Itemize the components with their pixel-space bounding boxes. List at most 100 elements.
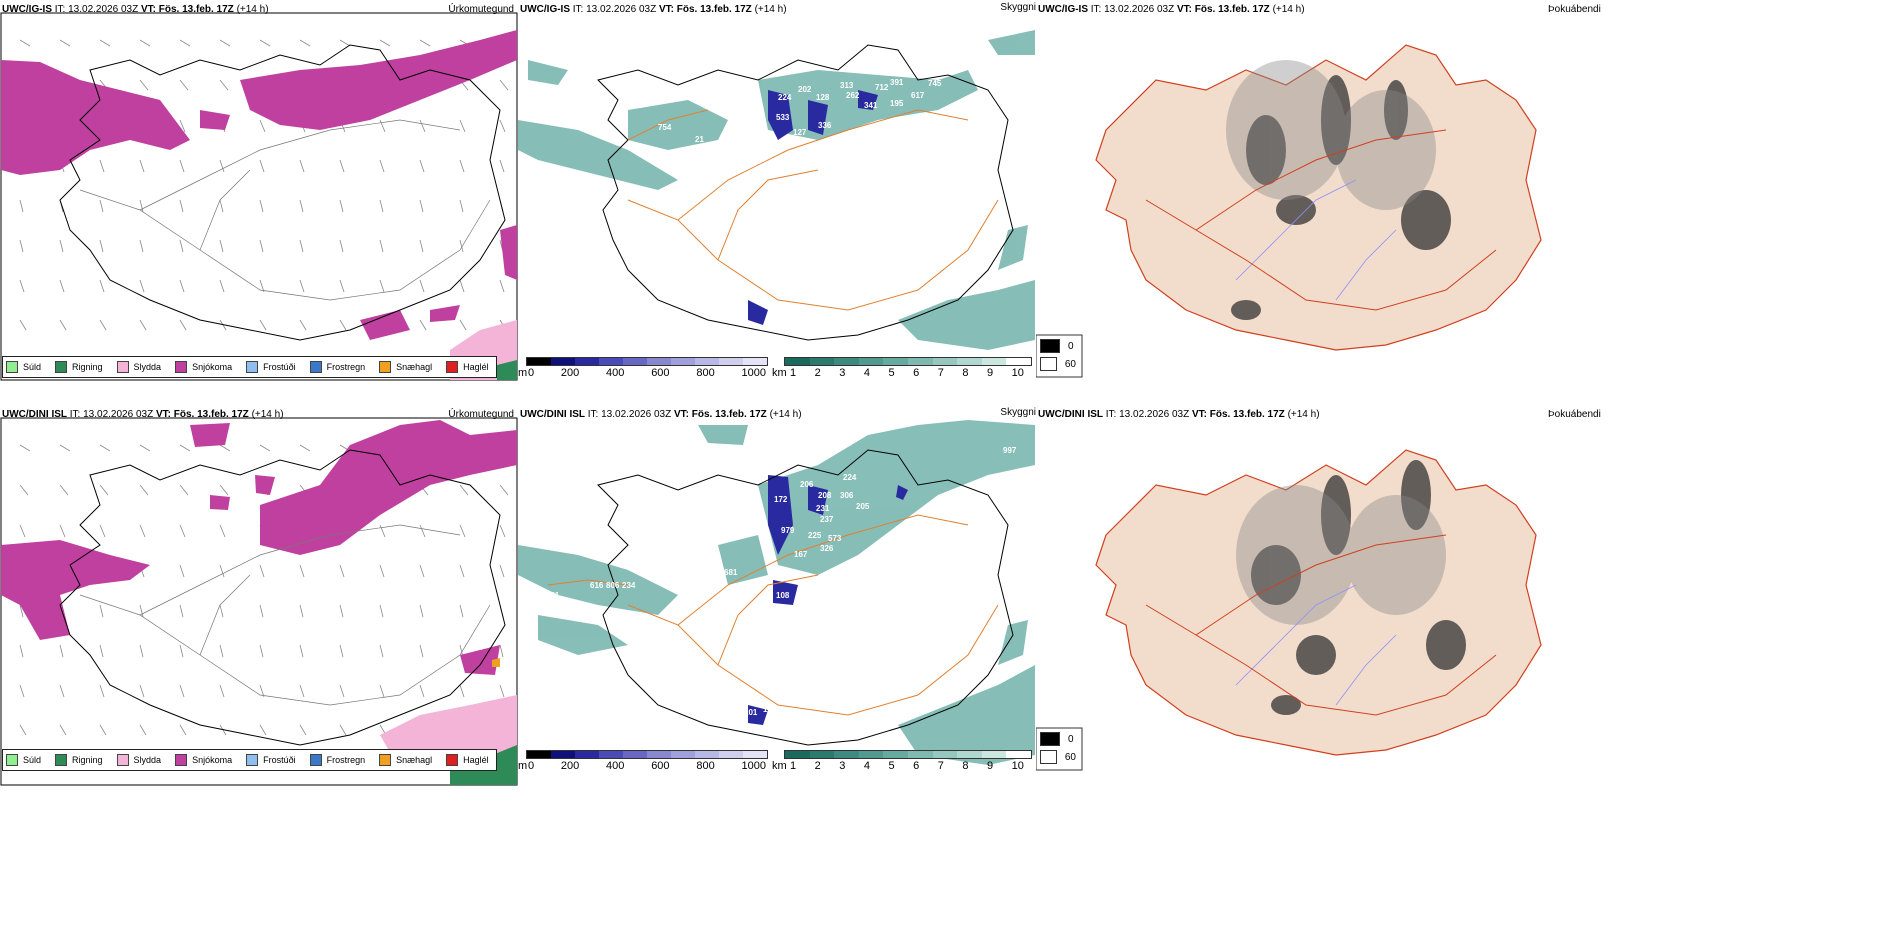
visibility-ticks: 1 2 3 4 5 6 7 8 9 10 <box>790 760 1024 772</box>
iceland-land <box>1095 44 1542 351</box>
vis-label: 234 <box>622 581 636 590</box>
vis-label: 533 <box>776 113 790 122</box>
visibility-labels: 997 224 206 208 306 205 172 231 237 979 … <box>546 446 1017 717</box>
vis-label: 617 <box>911 91 925 100</box>
fog-swatch-white <box>1040 357 1057 371</box>
vis-label: 102 <box>763 705 777 714</box>
legend-item: Slydda <box>116 361 161 373</box>
fog-legend-row: 0 <box>1036 730 1080 748</box>
panel-header: UWC/DINI ISL IT: 13.02.2026 03Z VT: Fös.… <box>1038 409 1320 420</box>
ceiling-colorbar: m 0 200 400 600 800 1000 <box>518 750 778 778</box>
vis-label: 101 <box>744 708 758 717</box>
low-visibility-area <box>518 420 1035 765</box>
legend-item: Súld <box>6 361 41 373</box>
fog-swatch-black <box>1040 339 1060 353</box>
vis-label: 224 <box>778 93 792 102</box>
legend-swatch <box>379 754 392 766</box>
ceiling-gradient <box>526 750 768 759</box>
roads <box>1145 534 1497 716</box>
legend-swatch <box>116 361 129 373</box>
iceland-land <box>1095 449 1542 756</box>
fog-map <box>1036 449 1542 771</box>
vis-label: 195 <box>890 99 904 108</box>
legend-item: Rigning <box>55 361 103 373</box>
visibility-gradient <box>784 750 1032 759</box>
legend-swatch <box>55 361 68 373</box>
iceland-coast <box>59 44 506 341</box>
visibility-gradient <box>784 357 1032 366</box>
vis-label: 681 <box>724 568 738 577</box>
panel-header: UWC/DINI ISL IT: 13.02.2026 03Z VT: Fös.… <box>2 409 284 420</box>
vis-label: 127 <box>793 128 807 137</box>
product-label: Skyggni <box>1000 407 1036 418</box>
snow-area <box>1 30 517 340</box>
product-label: Úrkomutegund <box>448 4 514 15</box>
legend-item: Rigning <box>55 754 103 766</box>
fog-index-area <box>1231 75 1451 320</box>
vis-label: 208 <box>818 491 832 500</box>
panel-fog-ig: UWC/IG-IS IT: 13.02.2026 03Z VT: Fös. 13… <box>1036 0 1900 390</box>
legend-item: Snjókoma <box>175 361 232 373</box>
panel-precip-type-ig: UWC/IG-IS IT: 13.02.2026 03Z VT: Fös. 13… <box>0 0 518 390</box>
vis-label: 225 <box>808 531 822 540</box>
vis-label: 573 <box>828 534 842 543</box>
product-label: Skyggni <box>1000 2 1036 13</box>
vis-label: 745 <box>928 79 942 88</box>
panel-visibility-dini: UWC/DINI ISL IT: 13.02.2026 03Z VT: Fös.… <box>518 405 1036 795</box>
visibility-map: 754 360 21 333 224 202 128 313 712 391 7… <box>518 30 1035 350</box>
iceland-coast <box>597 44 1014 341</box>
snow-area <box>1 420 517 675</box>
legend-swatch <box>446 754 459 766</box>
panel-header: UWC/DINI ISL IT: 13.02.2026 03Z VT: Fös.… <box>520 409 802 420</box>
precip-legend: Súld Rigning Slydda Snjókoma Frostúði Fr… <box>2 749 497 771</box>
vis-label: 206 <box>800 480 814 489</box>
visibility-colorbar: km 1 2 3 4 5 6 7 8 9 10 <box>772 357 1034 385</box>
legend-item: Frostúði <box>246 361 296 373</box>
legend-item: Frostúði <box>246 754 296 766</box>
roads <box>547 514 999 716</box>
legend-swatch <box>246 754 259 766</box>
vis-label: 108 <box>776 591 790 600</box>
roads <box>79 119 491 301</box>
legend-swatch <box>246 361 259 373</box>
vis-label: 360 <box>638 145 652 154</box>
fog-legend: 0 60 <box>1036 730 1080 766</box>
vis-label: 806 <box>606 581 620 590</box>
panel-precip-type-dini: UWC/DINI ISL IT: 13.02.2026 03Z VT: Fös.… <box>0 405 518 795</box>
vis-label: 326 <box>820 544 834 553</box>
legend-item: Haglél <box>446 361 489 373</box>
vis-label: 167 <box>794 550 808 559</box>
visibility-colorbar: km 1 2 3 4 5 6 7 8 9 10 <box>772 750 1034 778</box>
legend-swatch <box>175 754 188 766</box>
legend-item: Frostregn <box>309 361 365 373</box>
vis-label: 341 <box>864 101 878 110</box>
vis-label: 231 <box>816 504 830 513</box>
low-ceiling-area <box>748 90 878 325</box>
vis-label: 128 <box>816 93 830 102</box>
legend-swatch <box>309 361 322 373</box>
legend-item: Snæhagl <box>379 361 432 373</box>
vis-label: 205 <box>856 502 870 511</box>
vis-label: 712 <box>875 83 889 92</box>
vis-label: 336 <box>818 121 832 130</box>
panel-visibility-ig: UWC/IG-IS IT: 13.02.2026 03Z VT: Fös. 13… <box>518 0 1036 390</box>
vis-label: 880 <box>996 665 1010 674</box>
legend-swatch <box>446 361 459 373</box>
low-ceiling-area <box>748 475 908 725</box>
ceiling-ticks: 0 200 400 600 800 1000 <box>528 367 766 379</box>
ceiling-unit: m <box>518 760 528 772</box>
vis-label: 997 <box>1003 446 1017 455</box>
panel-header: UWC/IG-IS IT: 13.02.2026 03Z VT: Fös. 13… <box>2 4 269 15</box>
vis-label: 262 <box>846 91 860 100</box>
vis-label: 391 <box>890 78 904 87</box>
legend-swatch <box>309 754 322 766</box>
precip-map <box>0 417 518 786</box>
ceiling-gradient <box>526 357 768 366</box>
vis-label: 979 <box>781 526 795 535</box>
precip-map <box>0 12 518 381</box>
iceland-coast <box>597 449 1014 746</box>
fog-legend-row: 60 <box>1036 748 1080 766</box>
low-visibility-area <box>518 30 1035 350</box>
vis-label: 341 <box>546 591 560 600</box>
legend-swatch <box>175 361 188 373</box>
